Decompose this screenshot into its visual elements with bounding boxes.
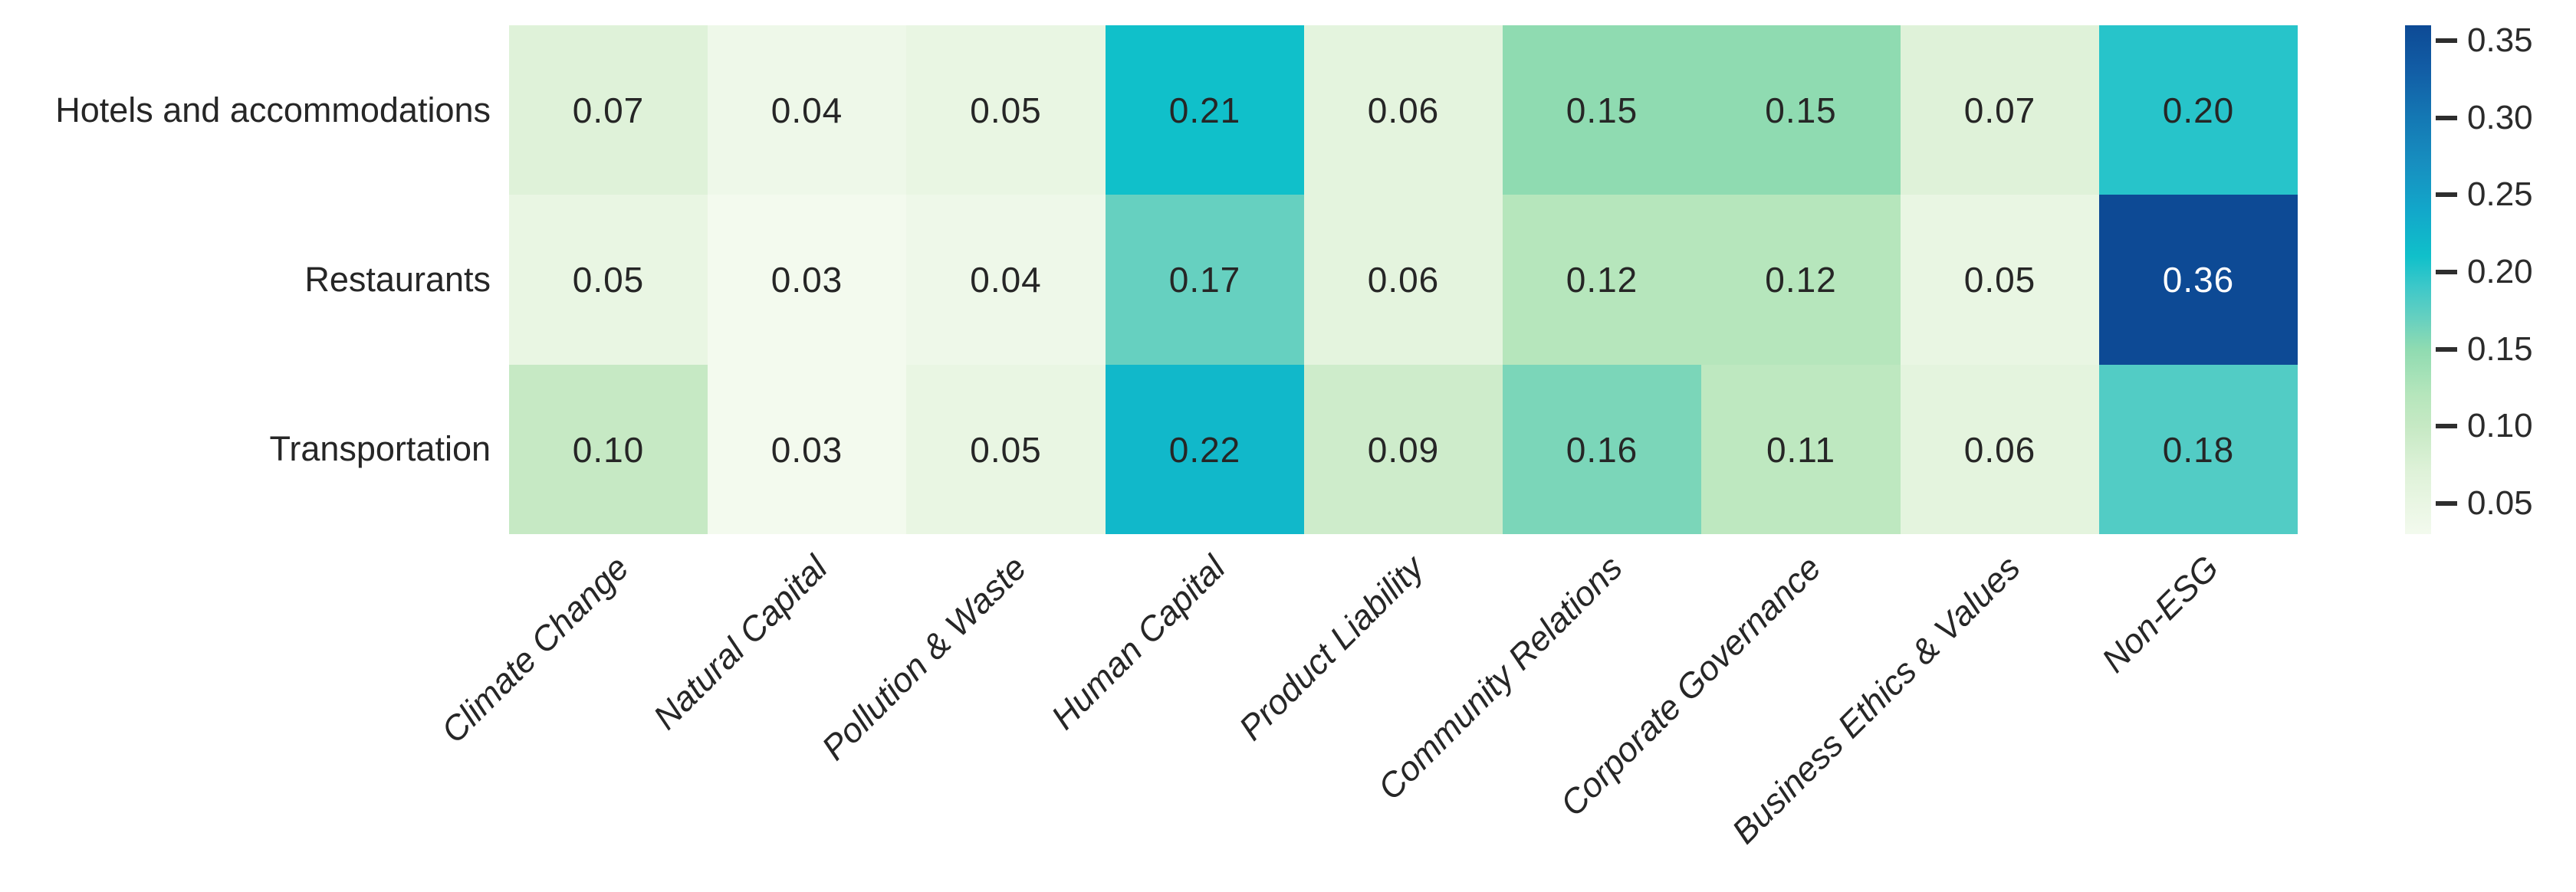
row-label: Restaurants: [304, 259, 491, 299]
x-axis-label: Human Capital: [1043, 548, 1233, 737]
heatmap-cell: 0.03: [708, 365, 906, 534]
cell-value: 0.05: [1963, 260, 2036, 300]
heatmap-cell: 0.09: [1304, 365, 1503, 534]
heatmap-cell: 0.16: [1503, 365, 1701, 534]
colorbar-tick-label: 0.05: [2467, 484, 2533, 522]
heatmap-cell: 0.03: [708, 195, 906, 365]
heatmap-cell: 0.05: [1901, 195, 2099, 365]
cell-value: 0.06: [1963, 429, 2036, 470]
heatmap-cell: 0.22: [1106, 365, 1304, 534]
heatmap-cell: 0.21: [1106, 25, 1304, 195]
colorbar-tick: [2436, 192, 2457, 198]
heatmap-cell: 0.12: [1503, 195, 1701, 365]
colorbar-tick: [2436, 424, 2457, 429]
cell-value: 0.07: [1963, 90, 2036, 130]
x-axis-label: Natural Capital: [646, 548, 835, 737]
heatmap-cell: 0.04: [708, 25, 906, 195]
heatmap-cell: 0.06: [1304, 195, 1503, 365]
heatmap-cell: 0.06: [1901, 365, 2099, 534]
colorbar-tick: [2436, 269, 2457, 274]
cell-value: 0.04: [770, 90, 843, 130]
x-axis-label: Pollution & Waste: [813, 548, 1034, 768]
heatmap-cell: 0.15: [1503, 25, 1701, 195]
heatmap-cell: 0.06: [1304, 25, 1503, 195]
cell-value: 0.12: [1765, 260, 1837, 300]
heatmap-cell: 0.04: [906, 195, 1106, 365]
colorbar-tick-label: 0.15: [2467, 330, 2533, 368]
cell-value: 0.20: [2162, 90, 2235, 130]
cell-value: 0.15: [1765, 90, 1837, 130]
cell-value: 0.11: [1766, 429, 1836, 470]
colorbar-tick-label: 0.25: [2467, 175, 2533, 214]
cell-value: 0.36: [2162, 260, 2235, 300]
cell-value: 0.21: [1168, 90, 1241, 130]
heatmap-cell: 0.11: [1701, 365, 1901, 534]
cell-value: 0.15: [1566, 90, 1638, 130]
colorbar-tick-label: 0.35: [2467, 21, 2533, 60]
row-label: Transportation: [269, 429, 491, 469]
cell-value: 0.22: [1168, 429, 1241, 470]
x-axis-label: Climate Change: [433, 548, 636, 751]
cell-value: 0.12: [1566, 260, 1638, 300]
cell-value: 0.07: [572, 90, 645, 130]
cell-value: 0.09: [1367, 429, 1440, 470]
heatmap-cell: 0.05: [906, 365, 1106, 534]
heatmap-cell: 0.05: [906, 25, 1106, 195]
colorbar-gradient: [2405, 25, 2431, 534]
row-label: Hotels and accommodations: [55, 90, 491, 130]
colorbar-tick-label: 0.10: [2467, 407, 2533, 445]
colorbar-tick-label: 0.30: [2467, 98, 2533, 136]
heatmap-cell: 0.15: [1701, 25, 1901, 195]
heatmap-cell: 0.07: [509, 25, 708, 195]
heatmap-cell: 0.20: [2099, 25, 2298, 195]
cell-value: 0.10: [572, 429, 645, 470]
heatmap-cell: 0.36: [2099, 195, 2298, 365]
cell-value: 0.03: [770, 260, 843, 300]
cell-value: 0.16: [1566, 429, 1638, 470]
cell-value: 0.05: [970, 90, 1042, 130]
colorbar-tick: [2436, 115, 2457, 120]
cell-value: 0.03: [770, 429, 843, 470]
heatmap-cell: 0.18: [2099, 365, 2298, 534]
x-axis-label: Product Liability: [1230, 548, 1431, 748]
colorbar-tick: [2436, 500, 2457, 506]
cell-value: 0.06: [1367, 260, 1440, 300]
heatmap-cell: 0.12: [1701, 195, 1901, 365]
heatmap-cell: 0.10: [509, 365, 708, 534]
colorbar-tick: [2436, 38, 2457, 44]
x-axis-label: Non-ESG: [2094, 548, 2226, 680]
colorbar-tick: [2436, 346, 2457, 352]
cell-value: 0.17: [1168, 260, 1241, 300]
heatmap-cell: 0.17: [1106, 195, 1304, 365]
heatmap-cell: 0.05: [509, 195, 708, 365]
cell-value: 0.05: [572, 260, 645, 300]
cell-value: 0.18: [2162, 429, 2235, 470]
cell-value: 0.06: [1367, 90, 1440, 130]
heatmap-cell: 0.07: [1901, 25, 2099, 195]
cell-value: 0.05: [970, 429, 1042, 470]
cell-value: 0.04: [970, 260, 1042, 300]
colorbar-tick-label: 0.20: [2467, 252, 2533, 290]
heatmap-grid: 0.07 0.04 0.05 0.21 0.06 0.15 0.15 0.07 0.20 0.05…: [509, 25, 2298, 534]
